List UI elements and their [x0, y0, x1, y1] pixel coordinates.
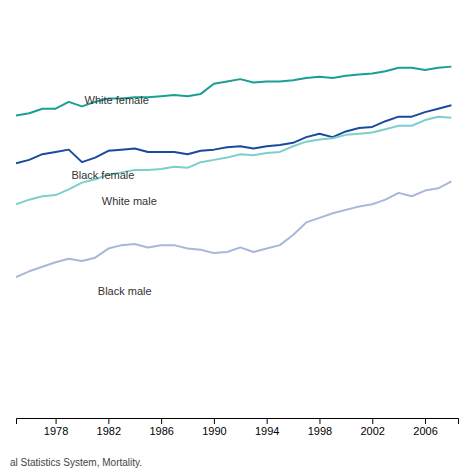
x-tick: 2002	[360, 418, 384, 437]
series-line	[16, 181, 451, 277]
x-tick: 1998	[308, 418, 332, 437]
chart: 1978 1982 1986 1990 1994 1998 2002 2006 White fe…	[0, 0, 474, 474]
series-line	[16, 105, 451, 163]
annotation: White female	[85, 94, 149, 106]
x-tick-label: 1998	[308, 425, 332, 437]
lines	[16, 67, 451, 277]
x-tick: 1978	[44, 418, 68, 437]
x-axis-line	[17, 419, 459, 425]
x-tick-mark	[214, 418, 215, 424]
plot: 1978 1982 1986 1990 1994 1998 2002 2006 White fe…	[16, 67, 459, 437]
x-tick: 2006	[413, 418, 437, 437]
x-tick-label: 1978	[44, 425, 68, 437]
x-tick-label: 2006	[413, 425, 437, 437]
annotation: White male	[102, 195, 157, 207]
x-tick: 1994	[255, 418, 279, 437]
x-tick-label: 2002	[360, 425, 384, 437]
x-tick-mark	[425, 418, 426, 424]
x-tick-mark	[56, 418, 57, 424]
x-tick-mark	[267, 418, 268, 424]
annotation: Black female	[71, 169, 134, 181]
annotations: White female Black female White male Black …	[71, 94, 156, 297]
x-tick-mark	[161, 418, 162, 424]
x-tick-mark	[319, 418, 320, 424]
x-tick-mark	[372, 418, 373, 424]
footnote: al Statistics System, Mortality.	[10, 457, 142, 468]
series-line	[16, 67, 451, 116]
x-tick-label: 1990	[202, 425, 226, 437]
x-tick: 1986	[149, 418, 173, 437]
x-tick: 1982	[97, 418, 121, 437]
x-tick-label: 1994	[255, 425, 279, 437]
x-tick-mark	[108, 418, 109, 424]
annotation: Black male	[98, 285, 152, 297]
x-tick-label: 1986	[149, 425, 173, 437]
series-line	[16, 117, 451, 205]
x-tick: 1990	[202, 418, 226, 437]
x-axis: 1978 1982 1986 1990 1994 1998 2002 2006	[17, 418, 459, 437]
x-tick-label: 1982	[97, 425, 121, 437]
